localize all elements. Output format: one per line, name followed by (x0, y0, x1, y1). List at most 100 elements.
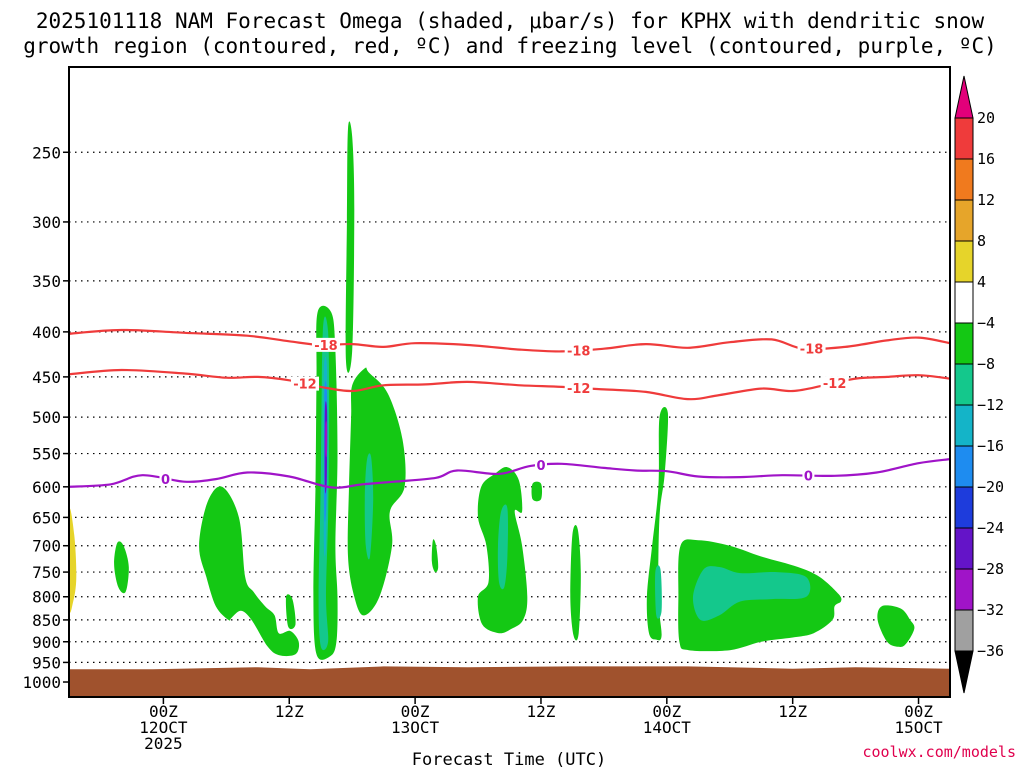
omega-region (345, 121, 355, 373)
contour-label-bg (820, 376, 849, 391)
colorbar-tick-label: −32 (977, 601, 1004, 619)
contour-label-bg (802, 468, 815, 483)
omega-region (431, 539, 439, 573)
x-axis-label: Forecast Time (UTC) (412, 750, 606, 768)
y-tick-label: 900 (32, 633, 61, 652)
y-tick-label: 650 (32, 508, 61, 527)
y-tick-label: 1000 (22, 673, 61, 692)
x-tick-label: 12Z (527, 702, 556, 721)
colorbar-bottom-arrow (954, 650, 974, 694)
contour-label-bg (564, 380, 593, 395)
y-tick-label: 350 (32, 272, 61, 291)
omega-region (497, 504, 509, 590)
colorbar-tick-label: 20 (977, 109, 995, 127)
omega-region (285, 594, 296, 630)
y-tick-label: 250 (32, 143, 61, 162)
contour-label: -12 (823, 377, 847, 392)
contour-label: 0 (536, 459, 545, 474)
y-tick-label: 950 (32, 653, 61, 672)
colorbar-tick-label: −16 (977, 437, 1004, 455)
omega-region (531, 481, 543, 502)
colorbar-tick-label: −4 (977, 314, 995, 332)
x-tick-label: 15OCT (894, 718, 943, 737)
omega-region (199, 486, 300, 657)
x-tick-label: 00Z (401, 702, 430, 721)
x-tick-label: 12OCT (139, 718, 188, 737)
colorbar-tick-label: −12 (977, 396, 1004, 414)
y-axis: 250 300 350 400 450 500 550 600 650 700 750 800 850 9… (22, 143, 69, 692)
colorbar-tick-label: 8 (977, 232, 986, 250)
colorbar-band (954, 240, 974, 283)
y-tick-label: 800 (32, 588, 61, 607)
x-tick-label: 00Z (149, 702, 178, 721)
colorbar-tick-label: 4 (977, 273, 986, 291)
omega-shading (69, 121, 915, 660)
contours: -18 -18 -18 -12 -12 -12 0 0 0 (69, 328, 950, 489)
contour-label: -18 (800, 342, 824, 357)
x-tick-label: 00Z (652, 702, 681, 721)
colorbar-band (954, 527, 974, 570)
omega-region (646, 406, 669, 641)
x-tick-label: 12Z (275, 702, 304, 721)
y-tick-label: 400 (32, 323, 61, 342)
colorbar-tick-label: 16 (977, 150, 995, 168)
terrain-ground (69, 666, 950, 697)
colorbar-band (954, 486, 974, 529)
colorbar-band (954, 445, 974, 488)
contour-label-bg (534, 458, 547, 473)
colorbar-band (954, 404, 974, 447)
contour-label-bg (311, 337, 340, 352)
x-tick-label: 13OCT (391, 718, 440, 737)
colorbar-tick-label: 12 (977, 191, 995, 209)
colorbar-band (954, 158, 974, 201)
colorbar-tick-label: −36 (977, 642, 1004, 660)
colorbar-tick-label: −28 (977, 560, 1004, 578)
colorbar-band (954, 199, 974, 242)
contour-label-bg (159, 471, 172, 486)
contour-label: -12 (293, 378, 317, 393)
contour-label-bg (564, 343, 593, 358)
colorbar-band (954, 363, 974, 406)
colorbar-band (954, 117, 974, 160)
x-tick-label: 14OCT (643, 718, 692, 737)
contour-line (69, 458, 950, 489)
omega-region (69, 508, 77, 613)
contour-label: -18 (567, 344, 591, 359)
colorbar-band (954, 281, 974, 324)
contour-label-bg (797, 341, 826, 356)
colorbar: 20 16 12 8 4 −4 −8 −12 −16 −20 −24 −28 −32 −36 (954, 75, 1004, 694)
omega-region (364, 453, 374, 560)
contour-label: 0 (161, 473, 170, 488)
terrain (69, 666, 950, 697)
omega-region (114, 541, 129, 594)
contour-label: -18 (314, 339, 338, 354)
colorbar-tick-label: −24 (977, 519, 1004, 537)
chart-title-line-2: growth region (contoured, red, ºC) and f… (23, 34, 997, 58)
omega-region (325, 421, 328, 458)
y-tick-label: 450 (32, 368, 61, 387)
chart-title-line-1: 2025101118 NAM Forecast Omega (shaded, μ… (36, 9, 985, 33)
y-tick-label: 850 (32, 611, 61, 630)
colorbar-band (954, 609, 974, 652)
colorbar-top-arrow (954, 75, 974, 119)
x-tick-label: 2025 (144, 734, 183, 753)
omega-region (692, 566, 811, 621)
y-tick-label: 500 (32, 408, 61, 427)
plot-frame (68, 66, 951, 698)
contour-label-bg (290, 376, 319, 391)
x-tick-label: 00Z (904, 702, 933, 721)
omega-region (877, 605, 915, 647)
y-tick-label: 750 (32, 563, 61, 582)
colorbar-band (954, 322, 974, 365)
colorbar-tick-label: −8 (977, 355, 995, 373)
y-tick-label: 600 (32, 478, 61, 497)
contour-label: -12 (567, 382, 591, 397)
y-tick-label: 550 (32, 445, 61, 464)
y-tick-label: 700 (32, 537, 61, 556)
credit-text[interactable]: coolwx.com/models (862, 743, 1016, 761)
x-tick-label: 12Z (778, 702, 807, 721)
omega-region (570, 524, 581, 641)
omega-region (347, 367, 406, 616)
